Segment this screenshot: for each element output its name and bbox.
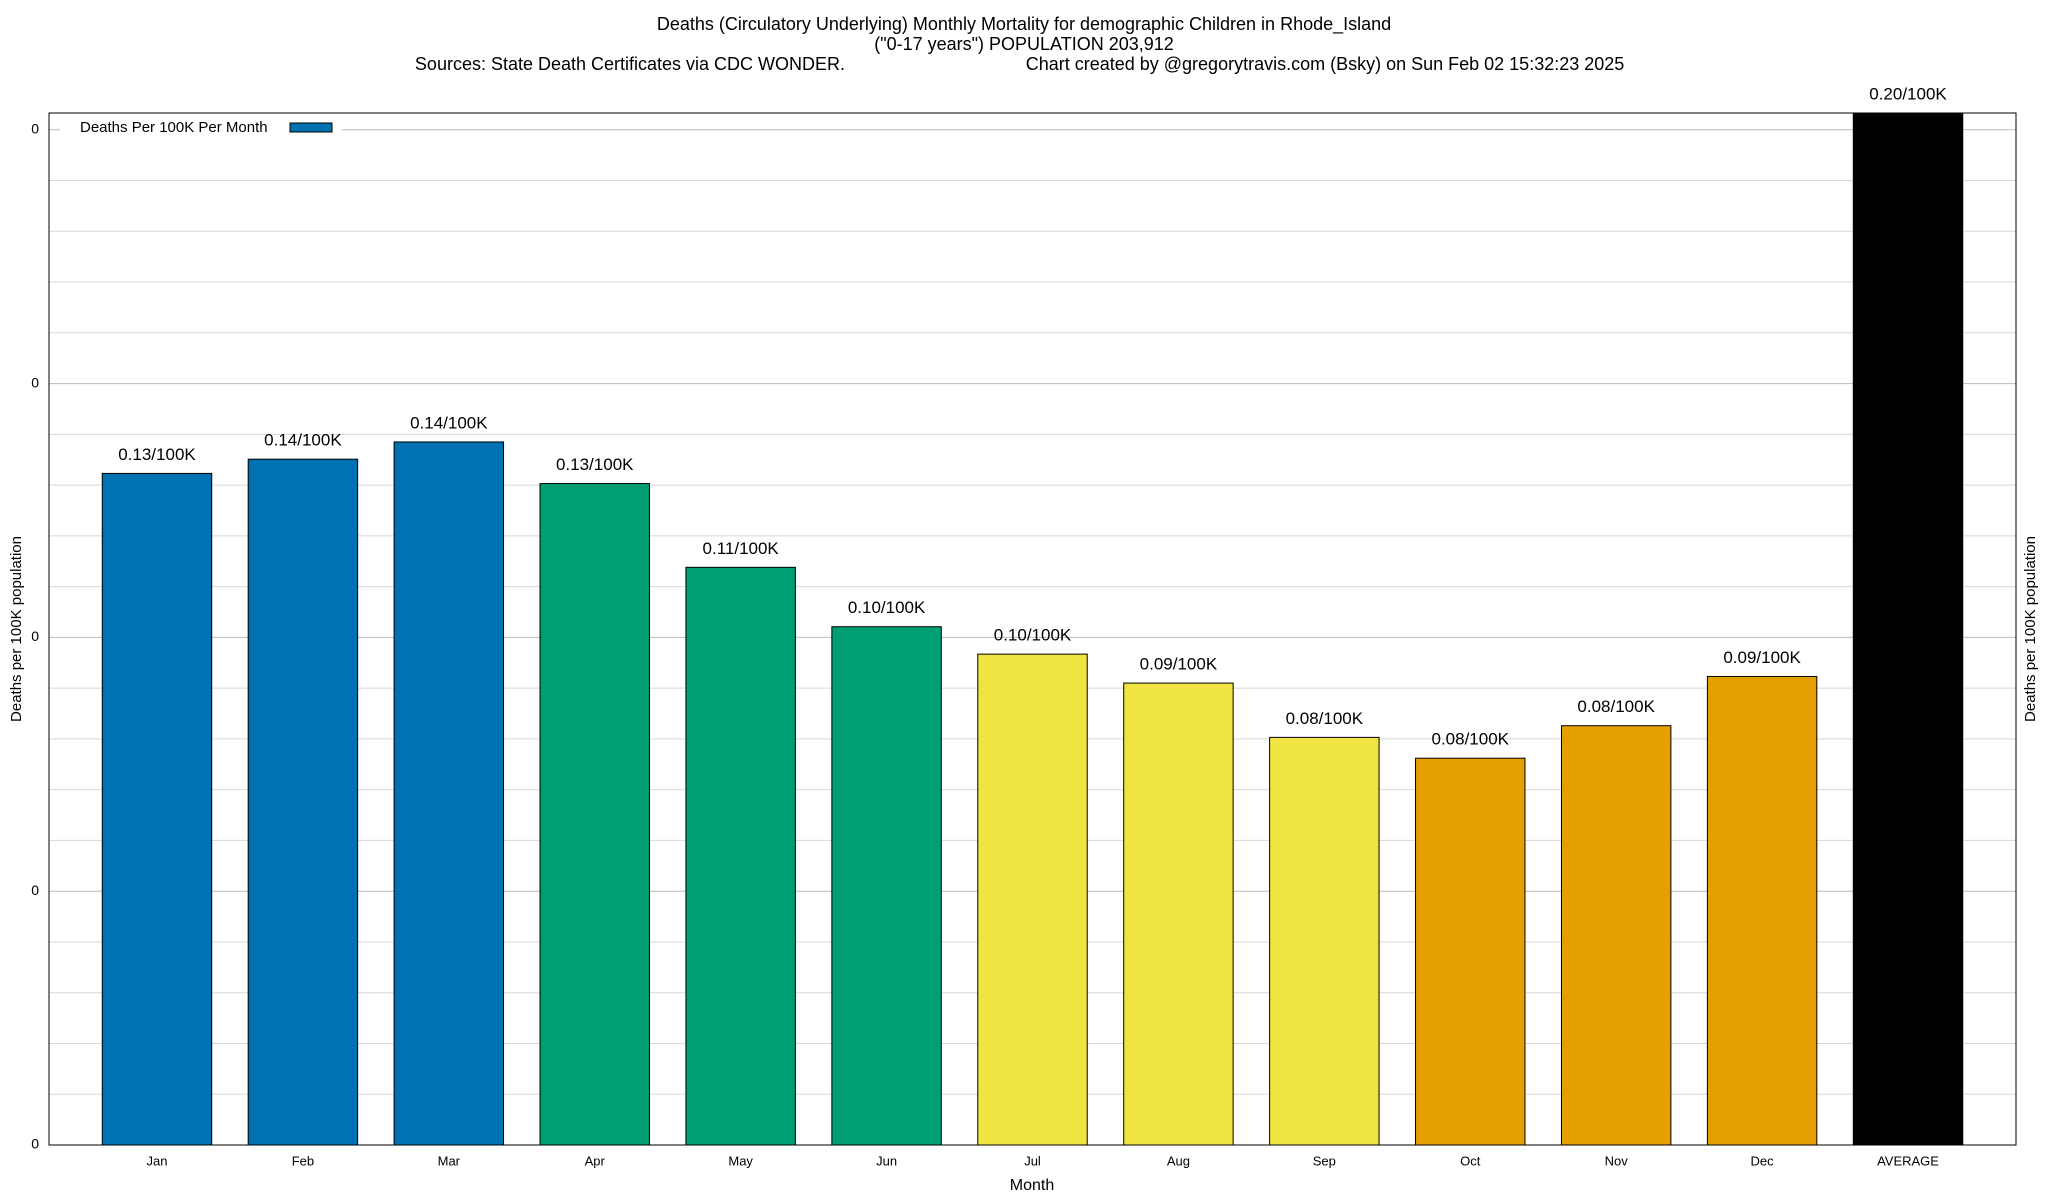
- y-tick-label: 0: [31, 628, 39, 644]
- x-tick-label: Feb: [292, 1153, 314, 1168]
- value-label: 0.10/100K: [848, 598, 926, 617]
- credit: Chart created by @gregorytravis.com (Bsk…: [1026, 54, 1625, 74]
- value-label: 0.14/100K: [264, 431, 342, 450]
- value-label: 0.14/100K: [410, 413, 488, 432]
- x-tick-label: AVERAGE: [1877, 1153, 1939, 1168]
- x-tick-label: Oct: [1460, 1153, 1481, 1168]
- x-tick-label: Jul: [1024, 1153, 1041, 1168]
- bar: [685, 566, 796, 1145]
- chart-subtitle: ("0-17 years") POPULATION 203,912: [874, 34, 1174, 54]
- y-tick-label: 0: [31, 374, 39, 390]
- value-label: 0.09/100K: [1140, 655, 1218, 674]
- x-tick-label: Nov: [1605, 1153, 1629, 1168]
- bar: [1706, 675, 1818, 1145]
- bar: [1560, 725, 1672, 1145]
- value-label: 0.11/100K: [703, 539, 780, 558]
- bar: [393, 441, 505, 1145]
- x-tick-label: Jan: [146, 1153, 167, 1168]
- bar: [101, 472, 213, 1145]
- y2-axis-label: Deaths per 100K population: [2022, 536, 2039, 722]
- x-tick-label: May: [728, 1153, 753, 1168]
- x-tick-label: Aug: [1167, 1153, 1190, 1168]
- x-tick-label: Sep: [1313, 1153, 1336, 1168]
- value-label: 0.13/100K: [556, 455, 634, 474]
- y-tick-label: 0: [31, 120, 39, 136]
- x-tick-label: Dec: [1751, 1153, 1775, 1168]
- value-label: 0.09/100K: [1723, 648, 1801, 667]
- legend-label: Deaths Per 100K Per Month: [80, 119, 268, 136]
- y-axis-label: Deaths per 100K population: [8, 536, 25, 722]
- value-label: 0.10/100K: [994, 626, 1072, 645]
- value-label: 0.08/100K: [1286, 709, 1364, 728]
- plot-bars: [101, 113, 1964, 1145]
- x-tick-label: Mar: [438, 1153, 461, 1168]
- plot-frame: [48, 112, 2017, 1146]
- source: Sources: State Death Certificates via CD…: [415, 54, 845, 74]
- chart-title: Deaths (Circulatory Underlying) Monthly …: [657, 14, 1391, 35]
- x-tick-label: Apr: [585, 1153, 606, 1168]
- bar: [1269, 736, 1380, 1145]
- value-label: 0.20/100K: [1869, 84, 1947, 103]
- bar: [1852, 113, 1964, 1145]
- bar: [247, 458, 359, 1145]
- y-tick-label: 0: [31, 882, 39, 898]
- bar: [977, 653, 1088, 1145]
- value-label: 0.08/100K: [1432, 730, 1510, 749]
- x-tick-label: Jun: [876, 1153, 897, 1168]
- value-label: 0.13/100K: [118, 445, 196, 464]
- bar: [539, 483, 650, 1145]
- legend-swatch: [289, 122, 333, 133]
- value-label: 0.08/100K: [1577, 697, 1655, 716]
- bar: [831, 626, 942, 1145]
- x-axis-label: Month: [1010, 1177, 1054, 1194]
- bar: [1415, 757, 1526, 1145]
- y-tick-label: 0: [31, 1136, 39, 1152]
- bar: [1123, 682, 1234, 1145]
